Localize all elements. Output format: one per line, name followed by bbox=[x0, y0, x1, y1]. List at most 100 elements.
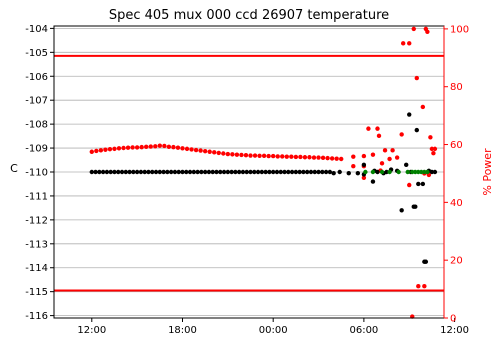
green-point bbox=[419, 169, 424, 175]
y2-tick-label: 20 bbox=[450, 256, 463, 267]
power-point bbox=[225, 151, 231, 157]
power-point bbox=[375, 126, 380, 131]
temperature-point bbox=[89, 169, 94, 175]
power-point bbox=[193, 147, 199, 153]
temperature-point bbox=[248, 169, 253, 175]
temperature-point bbox=[316, 169, 321, 175]
temperature-point bbox=[327, 169, 333, 175]
temperature-point bbox=[323, 169, 329, 175]
temperature-point bbox=[142, 169, 147, 175]
power-point bbox=[339, 156, 344, 162]
power-point bbox=[266, 153, 271, 159]
power-point bbox=[189, 147, 194, 152]
power-point bbox=[257, 153, 262, 159]
temperature-point bbox=[172, 169, 178, 175]
temperature-point bbox=[278, 169, 283, 175]
y-axis-right: 0 20 40 60 80 100 bbox=[443, 24, 469, 325]
power-point bbox=[399, 132, 404, 137]
temperature-point bbox=[176, 169, 181, 175]
y2-axis-label: % Power bbox=[481, 148, 494, 196]
y2-tick-label: 80 bbox=[450, 82, 463, 93]
temperature-point bbox=[240, 169, 246, 175]
temperature-point bbox=[361, 162, 367, 168]
power-point bbox=[139, 144, 144, 150]
power-point bbox=[422, 283, 427, 289]
temperature-point bbox=[195, 169, 200, 175]
power-point bbox=[261, 153, 267, 159]
series-green bbox=[363, 169, 430, 175]
power-point bbox=[107, 146, 113, 152]
power-point bbox=[103, 147, 108, 152]
x-tick-label: 12:00 bbox=[77, 325, 106, 336]
power-point bbox=[134, 145, 140, 150]
x-axis: 12:00 18:00 00:00 06:00 12:00 bbox=[77, 318, 469, 336]
power-point bbox=[414, 75, 419, 81]
temperature-point bbox=[297, 169, 302, 175]
temperature-point bbox=[157, 169, 163, 175]
x-tick-label: 18:00 bbox=[168, 325, 197, 336]
temperature-point bbox=[301, 169, 306, 175]
temperature-point bbox=[221, 169, 227, 175]
temperature-point bbox=[202, 169, 208, 175]
temperature-point bbox=[100, 169, 106, 175]
temperature-point bbox=[270, 169, 276, 175]
temperature-point bbox=[244, 169, 249, 175]
temperature-point bbox=[127, 169, 132, 175]
temperature-point bbox=[123, 169, 129, 175]
power-point bbox=[175, 145, 181, 150]
temperature-point bbox=[346, 170, 351, 176]
green-point bbox=[416, 169, 421, 175]
temperature-point bbox=[97, 169, 102, 175]
green-point bbox=[413, 169, 418, 175]
temperature-point bbox=[331, 170, 336, 176]
power-point bbox=[144, 144, 149, 150]
temperature-point bbox=[304, 169, 310, 175]
y-tick-label: -108 bbox=[25, 120, 48, 131]
power-point bbox=[184, 146, 190, 152]
power-point bbox=[94, 148, 99, 154]
power-point bbox=[400, 41, 406, 46]
power-point bbox=[275, 154, 280, 159]
temperature-point bbox=[312, 169, 317, 175]
temperature-point bbox=[184, 169, 189, 175]
temperature-point bbox=[337, 169, 342, 175]
temperature-point bbox=[308, 169, 314, 175]
temperature-point bbox=[416, 181, 421, 187]
temperature-point bbox=[399, 208, 404, 213]
y-tick-label: -110 bbox=[25, 168, 48, 179]
temperature-point bbox=[289, 169, 295, 175]
power-point bbox=[116, 146, 122, 151]
power-point bbox=[239, 152, 244, 158]
power-point bbox=[387, 156, 392, 162]
temperature-point bbox=[229, 169, 234, 175]
power-point bbox=[280, 154, 285, 159]
green-point bbox=[405, 169, 410, 175]
y-tick-label: -116 bbox=[25, 311, 48, 322]
temperature-point bbox=[168, 169, 174, 175]
power-point bbox=[411, 26, 416, 32]
power-point bbox=[361, 153, 367, 159]
temperature-point bbox=[138, 169, 144, 175]
temperature-point bbox=[116, 169, 121, 175]
power-point bbox=[166, 144, 172, 150]
temperature-point bbox=[150, 169, 155, 175]
temperature-point bbox=[108, 169, 113, 175]
y-tick-label: -113 bbox=[25, 239, 48, 250]
temperature-point bbox=[233, 169, 238, 175]
power-point bbox=[148, 144, 153, 149]
temperature-point bbox=[267, 169, 272, 175]
power-point bbox=[316, 155, 321, 160]
series-power bbox=[89, 26, 438, 319]
power-point bbox=[320, 155, 326, 161]
power-point bbox=[207, 149, 212, 154]
green-point bbox=[387, 169, 392, 175]
temperature-point bbox=[161, 169, 166, 175]
power-point bbox=[361, 175, 367, 180]
temperature-point bbox=[210, 169, 215, 175]
temperature-point bbox=[420, 181, 426, 187]
temperature-point bbox=[119, 169, 125, 175]
power-point bbox=[89, 149, 94, 154]
temperature-point bbox=[206, 169, 212, 175]
power-point bbox=[420, 104, 426, 110]
temperature-point bbox=[407, 112, 412, 117]
